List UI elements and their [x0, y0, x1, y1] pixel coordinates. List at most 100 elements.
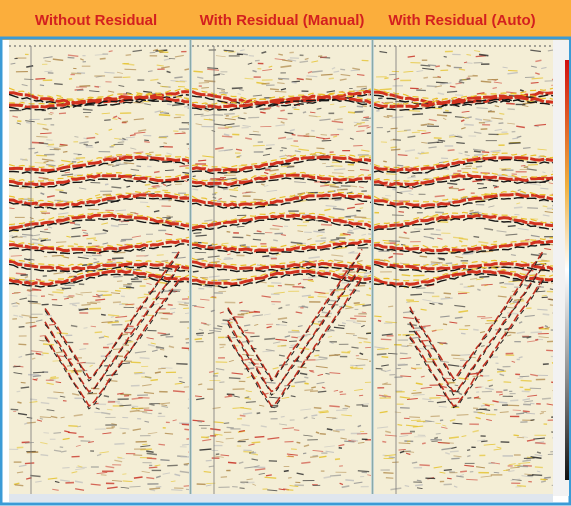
- texture: [239, 244, 246, 247]
- texture: [400, 190, 412, 193]
- texture: [526, 336, 531, 339]
- texture: [317, 373, 324, 377]
- texture: [466, 54, 472, 56]
- texture: [75, 444, 81, 447]
- texture: [129, 485, 141, 488]
- texture: [258, 472, 265, 475]
- texture: [459, 365, 463, 368]
- texture: [132, 49, 143, 53]
- texture: [231, 87, 243, 90]
- texture: [82, 108, 93, 111]
- reflector: [227, 251, 363, 382]
- texture: [93, 239, 98, 242]
- texture: [79, 58, 84, 61]
- texture: [221, 242, 229, 245]
- texture: [522, 146, 531, 149]
- texture: [119, 404, 132, 407]
- reflector: [227, 265, 363, 396]
- texture: [356, 73, 365, 76]
- texture: [548, 182, 553, 185]
- texture: [340, 68, 346, 71]
- texture: [498, 401, 508, 404]
- texture: [174, 54, 184, 58]
- texture: [460, 119, 465, 123]
- reflector: [9, 211, 189, 226]
- reflector: [374, 213, 553, 230]
- texture: [26, 65, 34, 68]
- reflector: [409, 249, 545, 380]
- texture: [522, 268, 534, 272]
- texture: [339, 482, 344, 486]
- texture: [325, 205, 337, 207]
- texture: [384, 434, 397, 437]
- texture: [111, 117, 118, 121]
- texture: [70, 324, 78, 328]
- texture: [122, 137, 126, 141]
- texture: [52, 108, 56, 111]
- texture: [488, 205, 495, 208]
- reflector: [192, 92, 371, 105]
- texture: [469, 277, 478, 281]
- texture: [527, 163, 539, 166]
- texture: [30, 474, 41, 478]
- texture: [315, 365, 328, 369]
- seismic-panel: [9, 40, 189, 494]
- texture: [363, 116, 369, 119]
- texture: [269, 168, 279, 172]
- texture: [398, 442, 411, 445]
- reflector: [374, 211, 553, 226]
- texture: [409, 416, 421, 419]
- texture: [356, 259, 363, 263]
- texture: [10, 255, 22, 257]
- texture: [71, 235, 81, 238]
- texture: [524, 400, 534, 403]
- texture: [133, 118, 144, 121]
- reflector: [9, 92, 189, 105]
- texture: [422, 398, 432, 401]
- texture: [200, 276, 209, 279]
- texture: [328, 353, 341, 357]
- texture: [241, 191, 251, 194]
- texture: [551, 282, 553, 284]
- texture: [52, 291, 64, 294]
- texture: [442, 424, 447, 427]
- texture: [544, 476, 551, 479]
- texture: [521, 475, 533, 478]
- texture: [103, 395, 110, 398]
- reflector: [374, 171, 553, 182]
- texture: [504, 282, 514, 286]
- texture: [179, 380, 185, 384]
- texture: [280, 120, 285, 124]
- texture: [357, 470, 370, 473]
- texture: [140, 445, 151, 448]
- texture: [165, 233, 173, 236]
- texture: [146, 154, 152, 158]
- texture: [342, 269, 353, 272]
- texture: [242, 124, 251, 128]
- texture: [542, 205, 548, 208]
- texture: [125, 53, 132, 57]
- texture: [449, 85, 456, 88]
- texture: [508, 463, 516, 466]
- texture: [544, 248, 552, 251]
- texture: [333, 389, 339, 392]
- texture: [477, 288, 481, 292]
- texture: [275, 253, 281, 256]
- texture: [410, 230, 421, 233]
- reflector: [9, 94, 189, 109]
- texture: [97, 294, 104, 297]
- texture: [210, 427, 221, 431]
- texture: [423, 235, 430, 239]
- texture: [56, 241, 67, 243]
- texture: [476, 165, 483, 168]
- texture: [309, 111, 316, 114]
- texture: [542, 214, 550, 217]
- texture: [347, 350, 351, 353]
- texture: [316, 234, 323, 237]
- texture: [266, 189, 278, 193]
- texture: [238, 301, 243, 304]
- texture: [130, 147, 137, 150]
- texture: [451, 457, 460, 460]
- texture: [519, 89, 525, 92]
- texture: [486, 418, 493, 422]
